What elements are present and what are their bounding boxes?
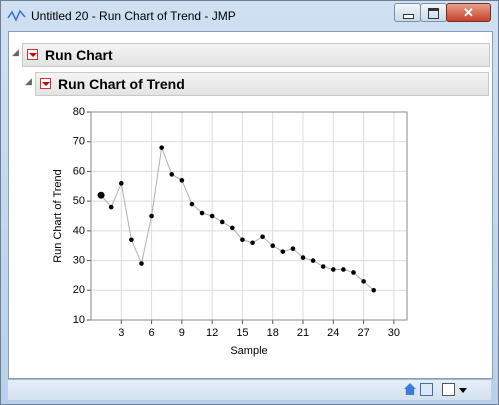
data-point	[159, 145, 164, 150]
y-tick-label: 30	[73, 254, 85, 266]
data-point	[199, 210, 205, 216]
x-tick-label: 9	[179, 327, 185, 339]
checkbox[interactable]	[442, 383, 455, 396]
data-point	[118, 181, 124, 186]
x-tick-label: 15	[236, 327, 248, 339]
data-point	[371, 287, 376, 293]
disclosure-icon[interactable]: ◢	[12, 47, 19, 57]
data-point	[219, 219, 225, 225]
data-point	[280, 249, 286, 254]
plot-area	[90, 111, 408, 321]
data-point	[300, 255, 306, 260]
x-tick-label: 21	[297, 327, 309, 339]
x-tick-label: 27	[357, 327, 369, 339]
data-point	[189, 201, 195, 207]
outline-header[interactable]: Run Chart	[22, 43, 490, 67]
x-tick-label: 12	[206, 327, 218, 339]
minimize-button[interactable]	[394, 3, 421, 22]
x-axis-label: Sample	[230, 345, 267, 357]
data-point	[341, 267, 346, 272]
y-tick-label: 50	[73, 195, 85, 207]
data-point	[320, 264, 326, 269]
table-icon[interactable]	[420, 383, 433, 396]
data-point	[331, 267, 336, 272]
window-title: Untitled 20 - Run Chart of Trend - JMP	[31, 9, 236, 23]
y-tick-label: 40	[73, 225, 85, 237]
y-tick-label: 60	[73, 165, 85, 177]
app-icon	[7, 9, 26, 22]
data-point	[270, 243, 276, 249]
data-point	[240, 237, 245, 243]
data-point	[250, 240, 255, 246]
outline-subtitle: Run Chart of Trend	[58, 76, 185, 92]
status-bar	[8, 379, 491, 400]
x-tick-label: 18	[267, 327, 279, 339]
maximize-button[interactable]	[420, 3, 447, 22]
data-point	[209, 213, 215, 219]
y-tick-label: 20	[73, 284, 85, 296]
y-axis-label: Run Chart of Trend	[52, 169, 64, 263]
title-bar: Untitled 20 - Run Chart of Trend - JMP ✕	[1, 1, 498, 31]
y-tick-label: 70	[73, 136, 85, 148]
data-point	[351, 270, 356, 275]
series-line	[100, 145, 375, 291]
data-point	[290, 246, 296, 251]
plot-frame	[90, 111, 408, 321]
data-point	[149, 213, 154, 219]
x-tick-label: 24	[327, 327, 339, 339]
data-point	[139, 261, 144, 266]
data-point	[97, 191, 105, 199]
data-point	[179, 178, 185, 183]
data-point	[129, 237, 134, 243]
data-point	[260, 234, 265, 240]
x-tick-label: 30	[388, 327, 400, 339]
x-tick-label: 6	[149, 327, 155, 339]
outline-title: Run Chart	[45, 47, 113, 63]
data-point	[108, 204, 114, 210]
data-point	[230, 225, 235, 231]
y-tick-label: 10	[73, 314, 85, 326]
outline-header[interactable]: Run Chart of Trend	[35, 72, 489, 96]
data-point	[361, 279, 366, 284]
menu-arrow[interactable]	[459, 388, 467, 393]
close-button[interactable]: ✕	[446, 3, 491, 22]
y-tick-label: 80	[73, 106, 85, 118]
x-tick-label: 3	[118, 327, 124, 339]
data-point	[310, 258, 316, 263]
home-icon[interactable]	[404, 383, 416, 395]
data-point	[169, 172, 175, 177]
disclosure-icon[interactable]: ◢	[25, 76, 32, 86]
